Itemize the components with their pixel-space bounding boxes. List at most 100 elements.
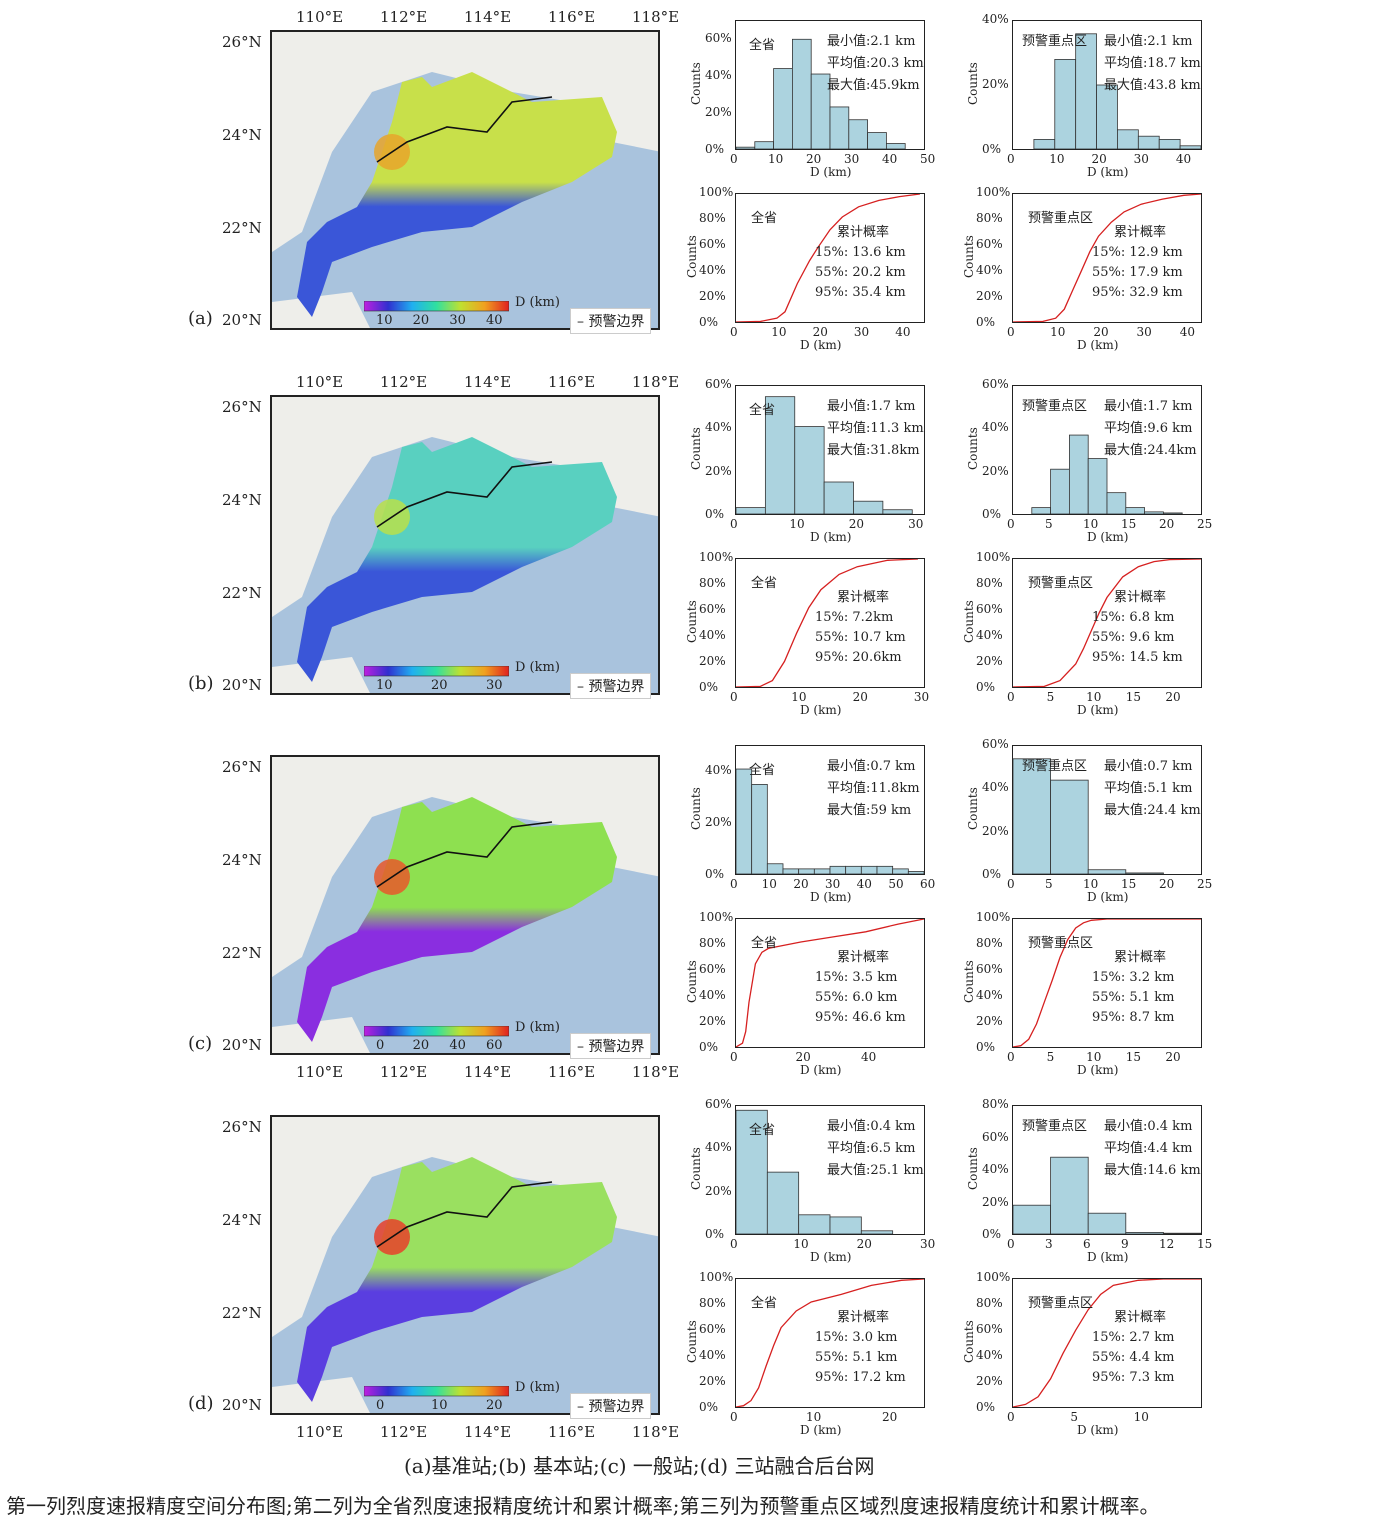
x-tick-label: 0 [730, 877, 738, 891]
y-tick-label: 80% [976, 211, 1003, 225]
percentile-label: 55%: 6.0 km [815, 990, 898, 1005]
y-tick-label: 60% [976, 237, 1003, 251]
histogram-bar [1012, 1204, 1051, 1235]
histogram-svg [735, 396, 913, 515]
cdf-title: 预警重点区 [1028, 576, 1094, 591]
percentile-label: 15%: 7.2km [815, 610, 894, 625]
x-tick-label: 25 [1197, 517, 1213, 531]
percentile-label: 55%: 9.6 km [1092, 630, 1175, 645]
lat-tick-label: 24°N [222, 851, 262, 869]
y-tick-label: 40% [705, 763, 732, 777]
y-axis-label: Counts [966, 1147, 980, 1190]
lon-tick-label: 114°E [464, 373, 512, 391]
lat-tick-label: 22°N [222, 584, 262, 602]
cdf-title: 预警重点区 [1028, 1296, 1094, 1311]
percentile-label: 55%: 17.9 km [1092, 265, 1183, 280]
lat-tick-label: 24°N [222, 1211, 262, 1229]
y-tick-label: 60% [982, 737, 1009, 751]
boundary-legend: – 预警边界 [570, 1033, 652, 1059]
y-tick-label: 20% [705, 815, 732, 829]
panel-label: (a) [188, 308, 213, 329]
x-tick-label: 20 [1159, 517, 1175, 531]
histogram-bar [798, 868, 815, 875]
histogram-bar [845, 865, 862, 875]
x-axis-label: D (km) [800, 703, 842, 717]
y-tick-label: 60% [699, 1322, 726, 1336]
y-tick-label: 20% [699, 654, 726, 668]
cdf-legend-title: 累计概率 [1114, 1310, 1167, 1325]
x-tick-label: 10 [768, 152, 784, 166]
colorbar-tick: 10 [376, 313, 393, 328]
x-tick-label: 0 [1007, 1237, 1015, 1251]
x-tick-label: 20 [1093, 325, 1109, 339]
boundary-legend: – 预警边界 [570, 1393, 652, 1419]
histogram-bar [1117, 129, 1139, 150]
y-tick-label: 60% [705, 1097, 732, 1111]
x-tick-label: 10 [793, 1237, 809, 1251]
x-axis-label: D (km) [1087, 890, 1129, 904]
colorbar-tick: 60 [486, 1038, 503, 1053]
y-tick-label: 0% [705, 867, 725, 881]
stat-label: 最大值:14.6 km [1104, 1163, 1201, 1178]
y-tick-label: 100% [976, 185, 1011, 199]
y-axis-label: Counts [689, 62, 703, 105]
x-tick-label: 0 [730, 1410, 738, 1424]
x-tick-label: 0 [730, 1237, 738, 1251]
x-tick-label: 0 [730, 690, 738, 704]
y-axis-label: Counts [689, 787, 703, 830]
histogram-bar [853, 500, 884, 515]
map-svg [272, 757, 658, 1053]
colorbar [363, 665, 510, 677]
histogram-svg [735, 768, 925, 875]
histogram-bar [764, 396, 796, 515]
histogram-svg [1012, 1156, 1202, 1235]
x-tick-label: 0 [1007, 325, 1015, 339]
percentile-label: 15%: 6.8 km [1092, 610, 1175, 625]
cdf-frame [1012, 1278, 1202, 1408]
histogram-bar [794, 426, 825, 515]
histogram-frame [735, 385, 925, 515]
histogram-bar [829, 106, 850, 150]
x-tick-label: 10 [1050, 325, 1066, 339]
lat-tick-label: 26°N [222, 398, 262, 416]
histogram-bar [735, 146, 756, 150]
boundary-legend-label: 预警边界 [588, 1039, 645, 1055]
intensity-map [270, 755, 660, 1055]
percentile-label: 15%: 3.2 km [1092, 970, 1175, 985]
y-tick-label: 0% [976, 1040, 996, 1054]
histogram-bar [829, 865, 847, 875]
x-tick-label: 0 [730, 325, 738, 339]
x-tick-label: 30 [908, 517, 924, 531]
percentile-label: 55%: 4.4 km [1092, 1350, 1175, 1365]
histogram-bar [1144, 511, 1164, 515]
stat-label: 平均值:11.3 km [827, 421, 924, 436]
panel-label: (d) [188, 1393, 214, 1414]
x-tick-label: 20 [795, 1050, 811, 1064]
y-tick-label: 0% [699, 315, 719, 329]
lon-tick-label: 110°E [296, 8, 344, 26]
colorbar [363, 1025, 510, 1037]
lon-tick-label: 110°E [296, 1423, 344, 1441]
x-axis-label: D (km) [810, 165, 852, 179]
histogram-frame [1012, 20, 1202, 150]
percentile-label: 95%: 20.6km [815, 650, 902, 665]
histogram-bar [1137, 135, 1160, 150]
histogram-svg [1031, 434, 1183, 515]
y-tick-label: 20% [699, 289, 726, 303]
cdf-legend-title: 累计概率 [1114, 590, 1167, 605]
x-tick-label: 10 [789, 517, 805, 531]
x-tick-label: 30 [920, 1237, 936, 1251]
x-tick-label: 6 [1083, 1237, 1091, 1251]
x-tick-label: 10 [1083, 517, 1099, 531]
lon-tick-label: 116°E [548, 8, 596, 26]
stat-label: 平均值:18.7 km [1104, 56, 1201, 71]
cdf-line [1012, 193, 1202, 323]
histogram-title: 预警重点区 [1022, 1119, 1088, 1134]
y-tick-label: 20% [699, 1374, 726, 1388]
y-tick-label: 60% [982, 377, 1009, 391]
x-tick-label: 40 [856, 877, 872, 891]
histogram-bar [1125, 1232, 1164, 1235]
warning-boundary-line [376, 1181, 553, 1248]
x-tick-label: 40 [882, 152, 898, 166]
stat-label: 平均值:20.3 km [827, 56, 924, 71]
